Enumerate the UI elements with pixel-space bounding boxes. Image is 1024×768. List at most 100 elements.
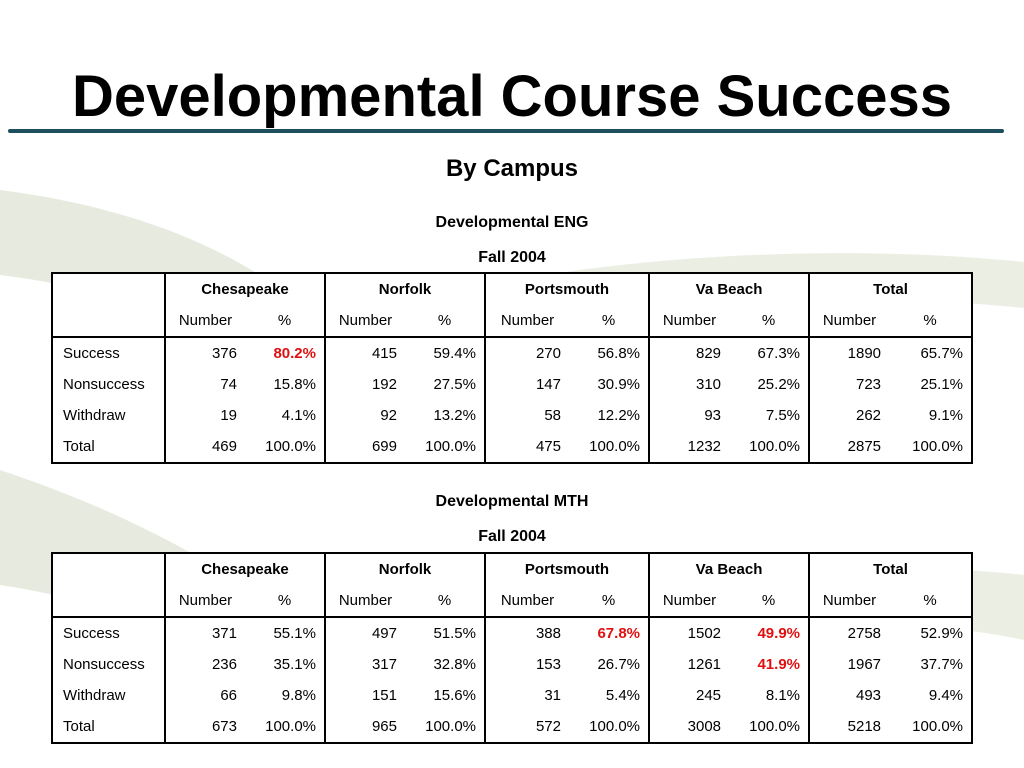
percent-cell: 37.7%: [889, 649, 974, 680]
campus-header: Chesapeake: [164, 272, 325, 305]
number-cell: 5218: [808, 711, 890, 744]
percent-cell: 100.0%: [729, 711, 810, 744]
campus-header: Va Beach: [648, 552, 810, 585]
percent-cell: 7.5%: [765, 407, 801, 424]
percent-cell: 100.0%: [405, 711, 485, 744]
number-cell: 965: [324, 711, 405, 744]
number-subheader: Number: [164, 585, 245, 618]
table-row: Success 371 55.1% 497 51.5% 388 67.8% 15…: [51, 617, 974, 649]
campus-header: Portsmouth: [483, 272, 650, 305]
campus-header: Va Beach: [648, 272, 810, 305]
number-cell: 469: [164, 431, 245, 464]
number-cell: 371: [164, 617, 245, 649]
number-cell: 2875: [808, 431, 890, 464]
percent-cell: 49.9%: [757, 625, 801, 642]
percent-subheader: %: [729, 305, 810, 338]
percent-cell: 100.0%: [889, 431, 974, 464]
percent-subheader: %: [569, 585, 650, 618]
row-label: Total: [51, 431, 165, 464]
number-subheader: Number: [324, 305, 405, 338]
table-row: Total 469 100.0% 699 100.0% 475 100.0% 1…: [51, 431, 974, 464]
number-subheader: Number: [484, 585, 569, 618]
number-cell: 829: [648, 337, 730, 369]
number-subheader: Number: [324, 585, 405, 618]
number-cell: 151: [324, 680, 405, 711]
eng-success-table: Chesapeake Norfolk Portsmouth Va Beach T…: [51, 272, 974, 464]
number-cell: 1261: [648, 649, 730, 680]
percent-cell: 26.7%: [597, 656, 641, 673]
campus-header: Chesapeake: [164, 552, 325, 585]
percent-cell: 100.0%: [405, 431, 485, 464]
title-underline: [8, 129, 1004, 133]
percent-cell: 32.8%: [433, 656, 476, 673]
percent-cell: 9.4%: [889, 680, 974, 711]
mth-table-caption: Developmental MTH: [435, 493, 589, 510]
number-cell: 475: [484, 431, 569, 464]
number-cell: 376: [164, 337, 245, 369]
percent-cell: 13.2%: [433, 407, 476, 424]
percent-cell: 27.5%: [433, 376, 476, 393]
number-cell: 270: [484, 337, 569, 369]
number-cell: 19: [164, 400, 245, 431]
number-cell: 388: [484, 617, 569, 649]
table-corner-cell: [51, 272, 165, 338]
row-label: Withdraw: [51, 400, 165, 431]
percent-cell: 52.9%: [889, 617, 974, 649]
percent-cell: 100.0%: [569, 711, 650, 744]
number-cell: 58: [484, 400, 569, 431]
percent-subheader: %: [569, 305, 650, 338]
campus-header: Total: [808, 272, 974, 305]
row-label: Withdraw: [51, 680, 165, 711]
table-row: Success 376 80.2% 415 59.4% 270 56.8% 82…: [51, 337, 974, 369]
table-row: Nonsuccess 74 15.8% 192 27.5% 147 30.9% …: [51, 369, 974, 400]
table-row: Withdraw 19 4.1% 92 13.2% 58 12.2% 93 7.…: [51, 400, 974, 431]
percent-cell: 35.1%: [273, 656, 316, 673]
row-label: Success: [51, 337, 165, 369]
number-cell: 699: [324, 431, 405, 464]
number-cell: 147: [484, 369, 569, 400]
percent-subheader: %: [245, 305, 325, 338]
number-subheader: Number: [648, 585, 730, 618]
number-cell: 93: [648, 400, 730, 431]
number-cell: 262: [808, 400, 890, 431]
percent-subheader: %: [405, 585, 485, 618]
number-subheader: Number: [808, 585, 890, 618]
percent-cell: 100.0%: [245, 431, 325, 464]
eng-table-caption: Developmental ENG: [435, 214, 589, 231]
number-cell: 236: [164, 649, 245, 680]
percent-cell: 100.0%: [889, 711, 974, 744]
number-cell: 673: [164, 711, 245, 744]
number-cell: 415: [324, 337, 405, 369]
percent-cell: 9.1%: [889, 400, 974, 431]
percent-subheader: %: [245, 585, 325, 618]
percent-cell: 41.9%: [757, 656, 801, 673]
percent-cell: 51.5%: [433, 625, 476, 642]
number-cell: 245: [648, 680, 730, 711]
percent-cell: 80.2%: [273, 345, 316, 362]
number-cell: 1502: [648, 617, 730, 649]
slide-title: Developmental Course Success: [71, 64, 953, 129]
row-label: Total: [51, 711, 165, 744]
number-cell: 723: [808, 369, 890, 400]
percent-cell: 56.8%: [597, 345, 641, 362]
percent-cell: 55.1%: [273, 625, 316, 642]
percent-cell: 59.4%: [433, 345, 476, 362]
row-label: Nonsuccess: [51, 649, 165, 680]
number-subheader: Number: [484, 305, 569, 338]
number-cell: 1890: [808, 337, 890, 369]
number-cell: 310: [648, 369, 730, 400]
percent-cell: 25.1%: [889, 369, 974, 400]
number-subheader: Number: [164, 305, 245, 338]
number-subheader: Number: [808, 305, 890, 338]
percent-cell: 100.0%: [729, 431, 810, 464]
row-label: Success: [51, 617, 165, 649]
percent-subheader: %: [729, 585, 810, 618]
number-cell: 92: [324, 400, 405, 431]
number-cell: 1232: [648, 431, 730, 464]
percent-subheader: %: [889, 305, 974, 338]
percent-cell: 9.8%: [281, 687, 316, 704]
table-corner-cell: [51, 552, 165, 618]
number-subheader: Number: [648, 305, 730, 338]
number-cell: 497: [324, 617, 405, 649]
percent-cell: 15.8%: [273, 376, 316, 393]
